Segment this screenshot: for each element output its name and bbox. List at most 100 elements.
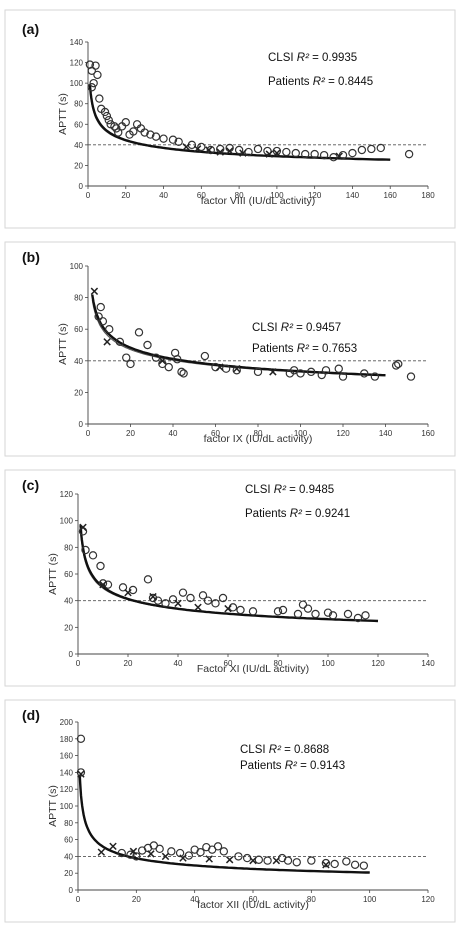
data-point-circle [98,579,108,588]
data-point-x [149,592,157,601]
data-point-circle [348,148,357,158]
data-point-circle [306,367,316,377]
clsi-r2-annotation: CLSI R² = 0.8688 [240,744,329,756]
x-tick-label: 60 [197,191,206,200]
data-point-circle [159,134,168,143]
panel-frame [4,699,456,923]
x-tick-label: 100 [321,659,335,668]
data-point-circle [122,353,131,362]
data-point-circle [328,611,338,620]
data-point-circle [168,135,178,144]
data-point-x [147,850,155,858]
x-tick-label: 40 [169,429,178,438]
data-point-circle [128,585,138,595]
y-tick-label: 20 [74,388,83,397]
data-point-circle [105,324,114,334]
data-point-x [272,856,281,865]
data-point-circle [126,850,135,859]
x-tick-label: 0 [86,429,91,438]
x-tick-label: 80 [254,429,263,438]
data-point-circle [357,145,367,155]
x-tick-label: 80 [307,895,316,904]
data-point-circle [140,128,149,137]
x-tick-label: 120 [371,659,385,668]
y-tick-label: 40 [64,852,73,861]
y-tick-label: 40 [74,357,83,366]
x-axis-title: factor XII (IU/dL activity) [197,899,309,911]
data-point-x [161,852,170,861]
data-point-circle [112,124,121,133]
x-tick-label: 100 [363,895,377,904]
x-tick-label: 180 [421,191,435,200]
data-point-x [335,152,343,160]
data-point-x [103,338,111,346]
data-point-circle [143,340,152,350]
data-point-circle [206,145,215,155]
data-point-x [216,363,224,371]
y-tick-label: 40 [74,141,83,150]
data-point-circle [178,588,188,597]
data-point-circle [291,148,300,158]
data-point-circle [161,599,170,608]
y-tick-label: 60 [74,120,83,129]
data-point-circle [100,107,110,117]
data-point-circle [146,130,155,139]
chart-b-svg: (b) 0 20 40 60 80 100 120 140 160020406080100fac… [4,241,456,457]
chart-a-svg: (a) 0 20 40 60 80 100 120 140 160 180 0 20 40 60 80 100… [4,9,456,229]
data-point-circle [353,613,363,623]
data-point-circle [102,111,112,121]
fit-curve-patients [79,779,370,873]
data-point-x [129,847,138,856]
data-point-circle [360,369,369,378]
data-point-circle [89,78,98,88]
data-point-circle [289,366,299,375]
data-point-circle [96,302,105,312]
data-point-circle [406,372,416,381]
data-point-circle [343,609,353,619]
data-point-x [273,149,281,157]
y-tick-label: 80 [74,100,83,109]
data-point-circle [87,83,96,92]
fit-curve-patients [91,299,386,377]
data-point-x [99,580,107,589]
data-point-circle [321,858,331,868]
data-point-x [225,856,234,864]
data-point-circle [211,599,220,608]
data-point-circle [186,593,195,603]
x-tick-label: 120 [421,895,435,904]
data-point-circle [200,351,210,361]
y-tick-label: 80 [64,543,73,552]
data-point-circle [342,857,351,866]
data-point-circle [198,591,208,600]
data-point-circle [76,768,86,777]
data-point-x [77,770,85,778]
data-point-circle [179,369,188,378]
data-point-circle [253,144,263,154]
data-point-x [109,842,117,851]
x-tick-label: 20 [132,895,141,904]
data-point-circle [151,132,161,141]
data-point-circle [95,94,104,103]
data-point-circle [93,70,102,80]
y-axis-title: APTT (s) [57,323,69,365]
x-tick-label: 100 [294,429,308,438]
data-point-circle [394,359,403,369]
y-tick-label: 100 [60,517,74,526]
data-point-x [322,861,330,869]
data-point-circle [359,861,369,870]
data-point-circle [273,607,283,616]
data-point-circle [334,364,343,373]
data-point-circle [153,596,163,605]
chart-c-svg: (c) 0 20 40 60 80 100 120 140 0 20 40 60 80 100 120 Fac… [4,469,456,687]
data-point-circle [81,545,90,555]
y-tick-label: 0 [69,886,74,895]
x-tick-label: 20 [121,191,130,200]
x-tick-label: 0 [86,191,91,200]
panel-c: (c) 0 20 40 60 80 100 120 140 0 20 40 60 80 100 120 Fac… [0,464,460,690]
data-point-circle [132,852,141,861]
x-tick-label: 40 [174,659,183,668]
data-point-circle [293,609,303,619]
patients-r2-annotation: Patients R² = 0.8445 [268,76,373,88]
data-point-circle [248,607,258,616]
data-point-circle [301,149,310,159]
